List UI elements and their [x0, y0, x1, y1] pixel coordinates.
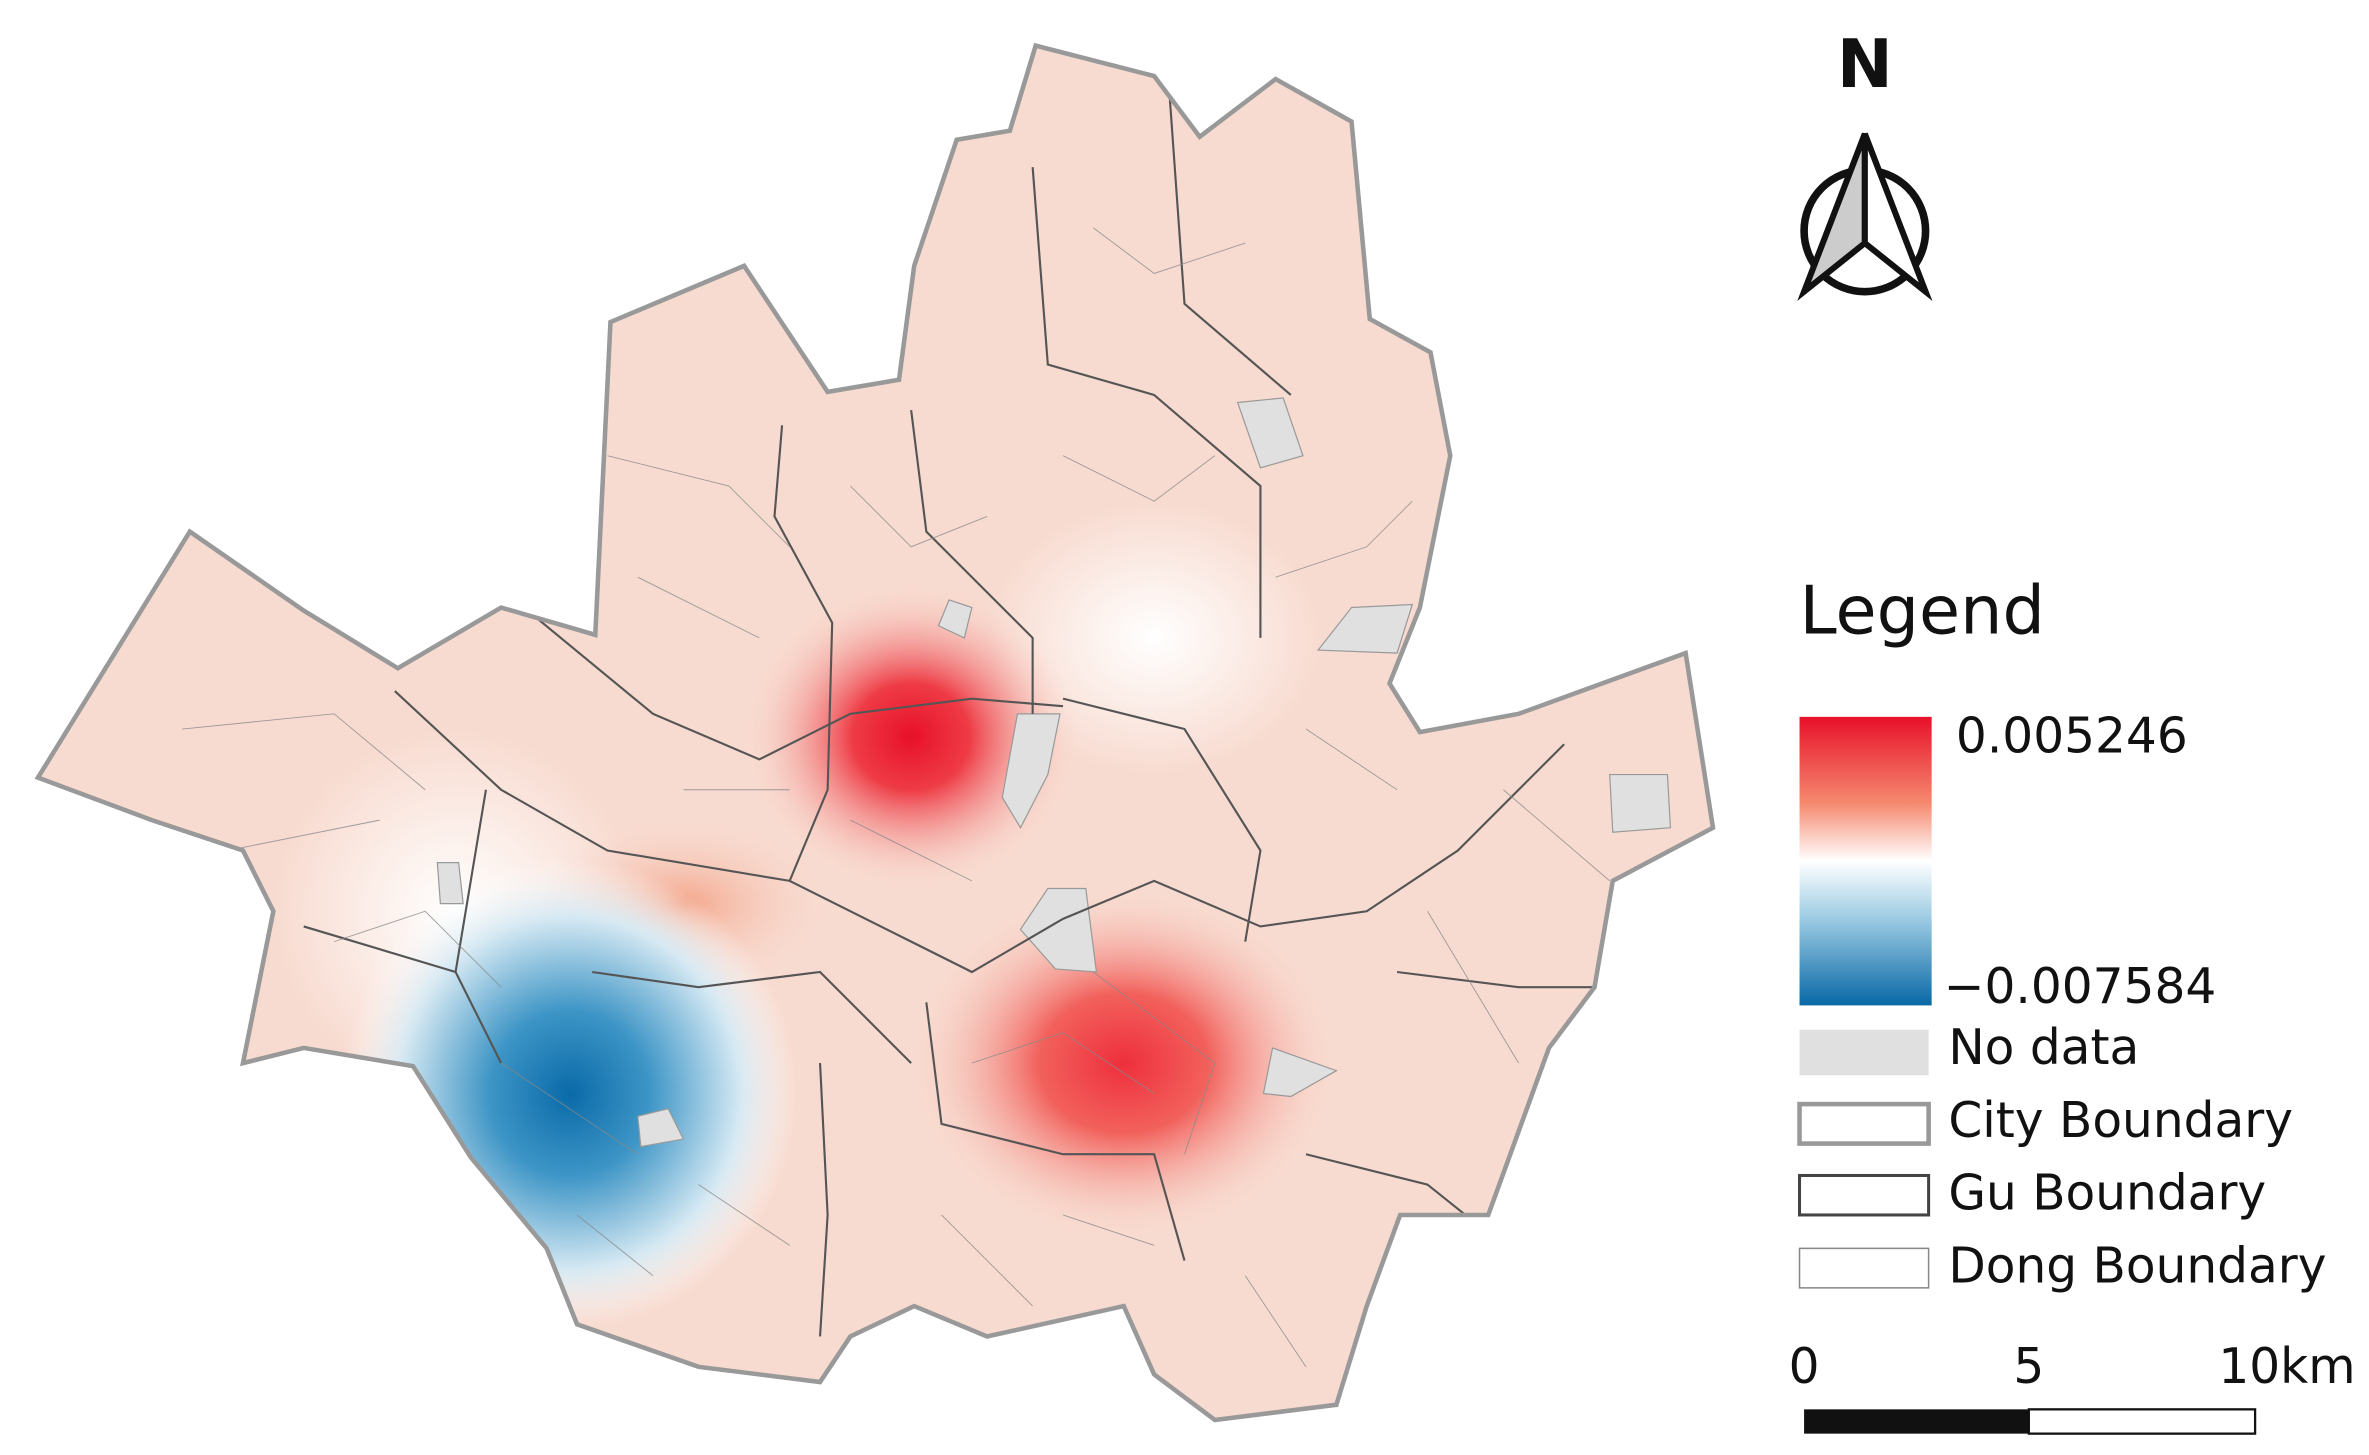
scale-bar: 0 5 10km — [1789, 1339, 2356, 1435]
legend: Legend 0.005246 −0.007584 No data City B… — [1797, 572, 2327, 1295]
gu-boundaries — [303, 91, 1595, 1337]
dong-boundaries — [182, 227, 1611, 1368]
arrow-left — [1797, 132, 1868, 302]
scale-segment — [1804, 1409, 2029, 1434]
swatch-gu — [1798, 1173, 1931, 1217]
legend-max: 0.005246 — [1956, 709, 2188, 765]
arrow-right — [1861, 132, 1933, 302]
north-arrow: N — [1797, 25, 1933, 302]
coldspot — [341, 858, 798, 1329]
hotspot — [911, 888, 1337, 1238]
legend-item: Gu Boundary — [1948, 1166, 2266, 1222]
color-ramp — [1799, 716, 1932, 1006]
no-data-areas — [436, 397, 1672, 1148]
scale-label: 5 — [2013, 1339, 2044, 1395]
legend-item: No data — [1948, 1020, 2139, 1076]
scale-label: 10km — [2218, 1339, 2355, 1395]
north-label: N — [1837, 25, 1893, 103]
legend-min: −0.007584 — [1944, 959, 2216, 1015]
scale-segment — [2027, 1408, 2257, 1435]
legend-item: City Boundary — [1948, 1093, 2293, 1149]
surface — [37, 45, 1713, 1420]
swatch-city — [1797, 1101, 1931, 1146]
swatch-dong — [1798, 1247, 1930, 1289]
legend-title: Legend — [1800, 572, 2045, 650]
legend-item: Dong Boundary — [1948, 1239, 2326, 1295]
swatch-no-data — [1799, 1029, 1929, 1076]
scale-label: 0 — [1789, 1339, 1820, 1395]
hotspot — [744, 584, 1079, 889]
